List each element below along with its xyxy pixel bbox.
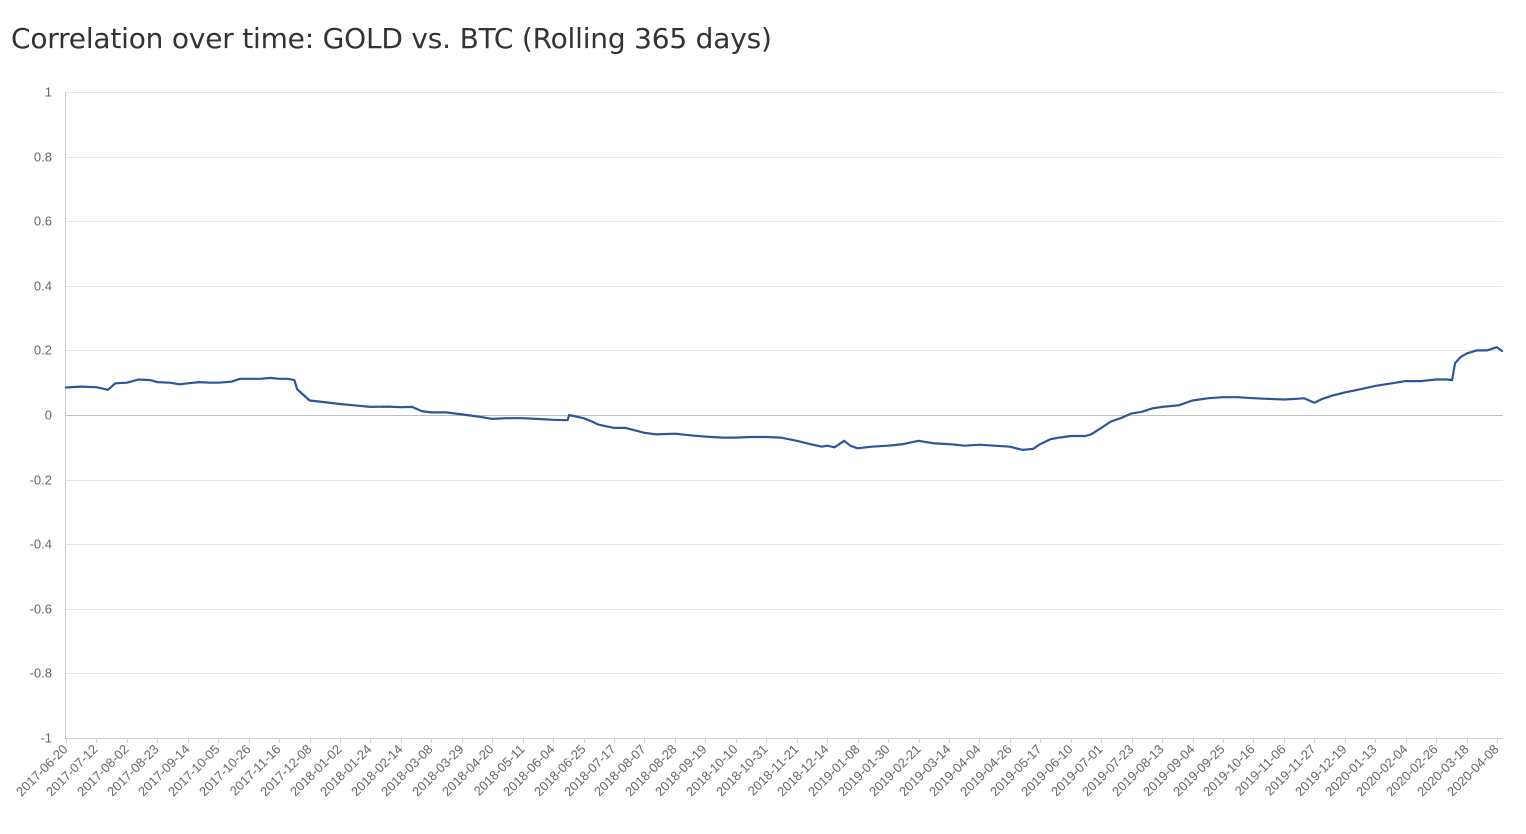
chart-title: Correlation over time: GOLD vs. BTC (Rol…	[11, 22, 772, 55]
y-tick-label: 0.8	[34, 150, 52, 165]
gridlines	[65, 92, 1503, 739]
y-tick-label: -0.4	[30, 537, 52, 552]
series-layer	[64, 346, 1504, 451]
y-tick-label: -0.2	[30, 473, 52, 488]
y-tick-label: 0.2	[34, 343, 52, 358]
y-tick-label: 0	[45, 408, 52, 423]
y-tick-label: 1	[45, 85, 52, 100]
y-tick-label: -0.6	[30, 602, 52, 617]
y-tick-label: -1	[40, 731, 52, 746]
y-tick-label: -0.8	[30, 666, 52, 681]
series-line-gold-vs-btc	[64, 346, 1504, 451]
x-axis-tick-labels: 2017-06-202017-07-122017-08-022017-08-23…	[13, 742, 1502, 800]
y-axis-tick-labels: 1 0.8 0.6 0.4 0.2 0 -0.2 -0.4 -0.6 -0.8 -1	[30, 85, 52, 746]
axes	[65, 92, 1503, 743]
y-tick-label: 0.4	[34, 279, 52, 294]
y-tick-label: 0.6	[34, 214, 52, 229]
